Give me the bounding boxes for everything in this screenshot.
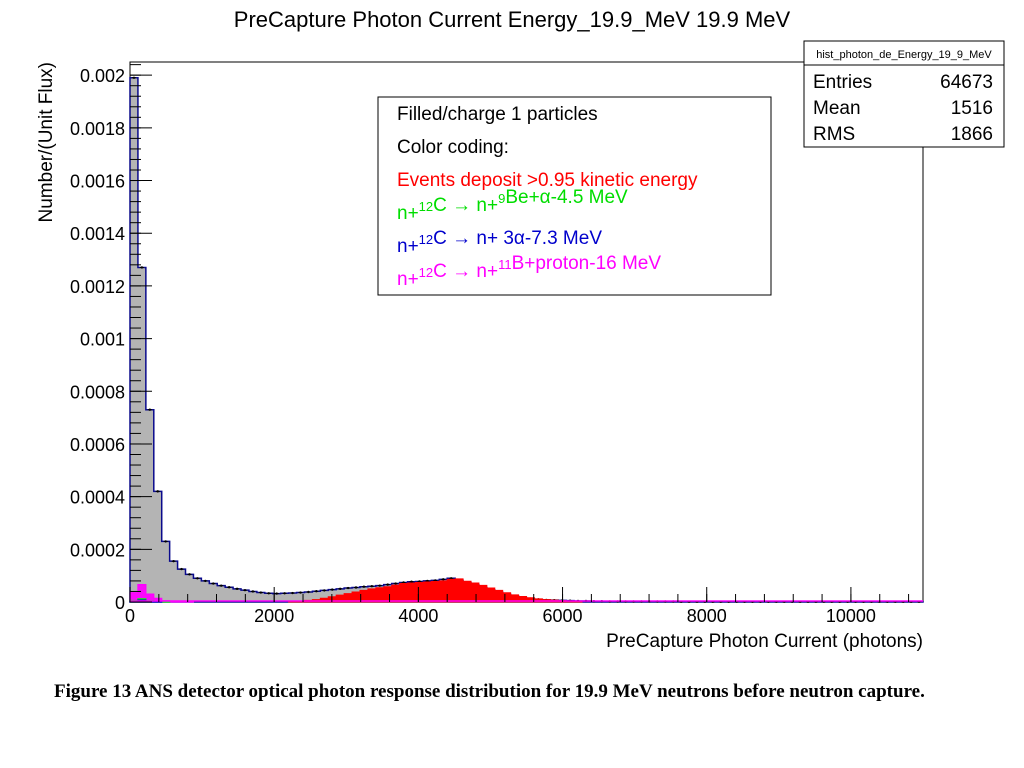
stats-box: hist_photon_de_Energy_19_9_MeV Entries 646… — [803, 40, 1005, 148]
legend-entry: Color coding: — [397, 137, 509, 158]
legend-text-part: n+ — [397, 236, 419, 257]
data-point-marker — [132, 76, 136, 80]
legend-entry: Events deposit >0.95 kinetic energy — [397, 170, 698, 191]
legend-text-part: B+proton-16 MeV — [512, 253, 662, 274]
y-tick-label: 0.0012 — [70, 277, 125, 297]
data-point-marker — [338, 587, 342, 591]
data-point-marker — [196, 577, 199, 580]
legend: Filled/charge 1 particles Color coding: Ev… — [377, 96, 772, 296]
data-point-marker — [251, 590, 255, 593]
legend-entry: n+12C → n+11B+proton-16 MeV — [397, 253, 661, 290]
legend-entry: Filled/charge 1 particles — [397, 104, 598, 125]
y-tick-label: 0.001 — [80, 330, 125, 350]
data-point-marker — [204, 579, 207, 583]
x-tick-label: 8000 — [687, 606, 727, 626]
data-point-marker — [299, 591, 302, 594]
stats-box-frame — [803, 40, 1005, 148]
x-tick-label: 4000 — [398, 606, 438, 626]
legend-text-part: Be+α-4.5 MeV — [505, 187, 628, 208]
data-point-marker — [156, 490, 159, 493]
data-point-marker — [243, 588, 247, 592]
data-point-marker — [180, 567, 183, 571]
data-point-marker — [291, 591, 294, 595]
data-point-marker — [235, 587, 239, 591]
legend-entry: n+12C → n+9Be+α-4.5 MeV — [397, 187, 628, 224]
legend-text-part: C → n+ — [433, 195, 498, 216]
data-point-marker — [346, 586, 350, 590]
y-tick-label: 0.0006 — [70, 435, 125, 455]
stats-value: 1516 — [951, 98, 993, 119]
data-point-marker — [267, 592, 270, 595]
data-point-marker — [370, 584, 374, 588]
legend-box — [377, 96, 772, 296]
legend-superscript: 12 — [419, 232, 433, 247]
histogram-chart: PreCapture Photon Current Energy_19.9_Me… — [36, 7, 1005, 652]
stats-label: Entries — [813, 72, 872, 93]
legend-entry: n+12C → n+ 3α-7.3 MeV — [397, 228, 602, 257]
x-tick-label: 10000 — [826, 606, 876, 626]
data-point-marker — [386, 583, 389, 586]
stats-label: Mean — [813, 98, 861, 119]
legend-text-part: C → n+ 3α-7.3 MeV — [433, 228, 602, 249]
data-point-marker — [378, 584, 381, 587]
y-tick-label: 0.0008 — [70, 382, 125, 402]
data-point-marker — [188, 573, 191, 576]
x-axis: 0 2000 4000 6000 8000 10000 — [125, 587, 910, 626]
data-point-marker — [394, 582, 397, 585]
data-point-marker — [275, 592, 278, 595]
figure-caption: Figure 13 ANS detector optical photon re… — [54, 681, 925, 702]
y-tick-label: 0.0002 — [70, 540, 125, 560]
x-axis-title: PreCapture Photon Current (photons) — [606, 631, 923, 652]
data-point-marker — [331, 588, 334, 591]
data-point-marker — [354, 586, 358, 589]
x-tick-label: 0 — [125, 606, 135, 626]
y-tick-label: 0.0014 — [70, 224, 125, 244]
data-point-marker — [307, 590, 310, 594]
data-point-marker — [164, 540, 167, 543]
y-tick-label: 0.0016 — [70, 172, 125, 192]
data-point-marker — [140, 266, 144, 269]
y-tick-label: 0.002 — [80, 66, 125, 86]
x-tick-label: 2000 — [254, 606, 294, 626]
data-point-marker — [172, 559, 175, 563]
x-tick-label: 6000 — [543, 606, 583, 626]
stats-value: 64673 — [940, 72, 993, 93]
y-axis-title: Number/(Unit Flux) — [36, 62, 57, 222]
data-point-marker — [315, 590, 318, 593]
y-axis: 0 0.0002 0.0004 0.0006 0.0008 0.001 0.0012 0.00… — [70, 64, 152, 613]
y-tick-label: 0.0004 — [70, 488, 125, 508]
stats-label: RMS — [813, 124, 855, 145]
legend-superscript: 12 — [419, 199, 433, 214]
data-point-marker — [323, 589, 326, 592]
data-point-marker — [148, 408, 152, 411]
y-tick-label: 0.0018 — [70, 119, 125, 139]
legend-text-part: n+ — [397, 203, 419, 224]
data-point-marker — [410, 580, 413, 583]
legend-text-part: C → n+ — [433, 261, 498, 282]
chart-title: PreCapture Photon Current Energy_19.9_Me… — [234, 7, 791, 32]
data-point-marker — [283, 592, 286, 595]
y-tick-label: 0 — [115, 593, 125, 613]
data-point-marker — [219, 584, 223, 587]
series-high-deposit — [288, 578, 583, 603]
legend-superscript: 11 — [498, 257, 512, 272]
data-point-marker — [259, 591, 263, 594]
legend-superscript: 12 — [419, 265, 433, 280]
legend-superscript: 9 — [498, 191, 505, 206]
data-point-marker — [442, 578, 445, 581]
stats-box-name: hist_photon_de_Energy_19_9_MeV — [816, 49, 992, 61]
data-point-marker — [212, 582, 215, 585]
data-point-marker — [362, 585, 366, 588]
data-point-marker — [227, 586, 231, 589]
stats-value: 1866 — [951, 124, 993, 145]
legend-text-part: n+ — [397, 269, 419, 290]
